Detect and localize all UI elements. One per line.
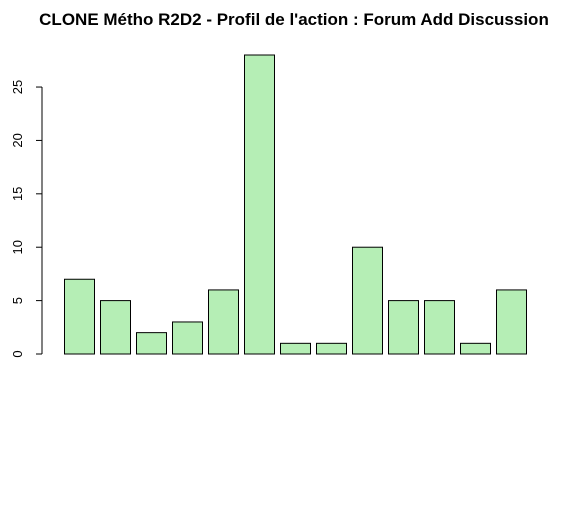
chart-title: CLONE Métho R2D2 - Profil de l'action : … [39, 10, 549, 29]
y-axis: 0 5 10 15 20 25 [10, 80, 43, 358]
bar [460, 342, 491, 355]
y-tick-label: 15 [10, 187, 25, 201]
bar [208, 289, 239, 355]
y-tick-label: 10 [10, 240, 25, 254]
bar [100, 300, 131, 355]
y-tick-label: 5 [10, 297, 25, 304]
y-tick-label: 0 [10, 350, 25, 357]
y-tick-label: 25 [10, 80, 25, 94]
bar [316, 342, 347, 355]
bar [388, 300, 419, 355]
bar [244, 54, 275, 355]
bar [352, 246, 383, 355]
bar [172, 321, 203, 355]
bar [136, 332, 167, 355]
bar [496, 289, 527, 355]
bar [64, 278, 95, 355]
bar [280, 342, 311, 355]
bars [64, 54, 527, 355]
y-tick-label: 20 [10, 133, 25, 147]
bar [424, 300, 455, 355]
